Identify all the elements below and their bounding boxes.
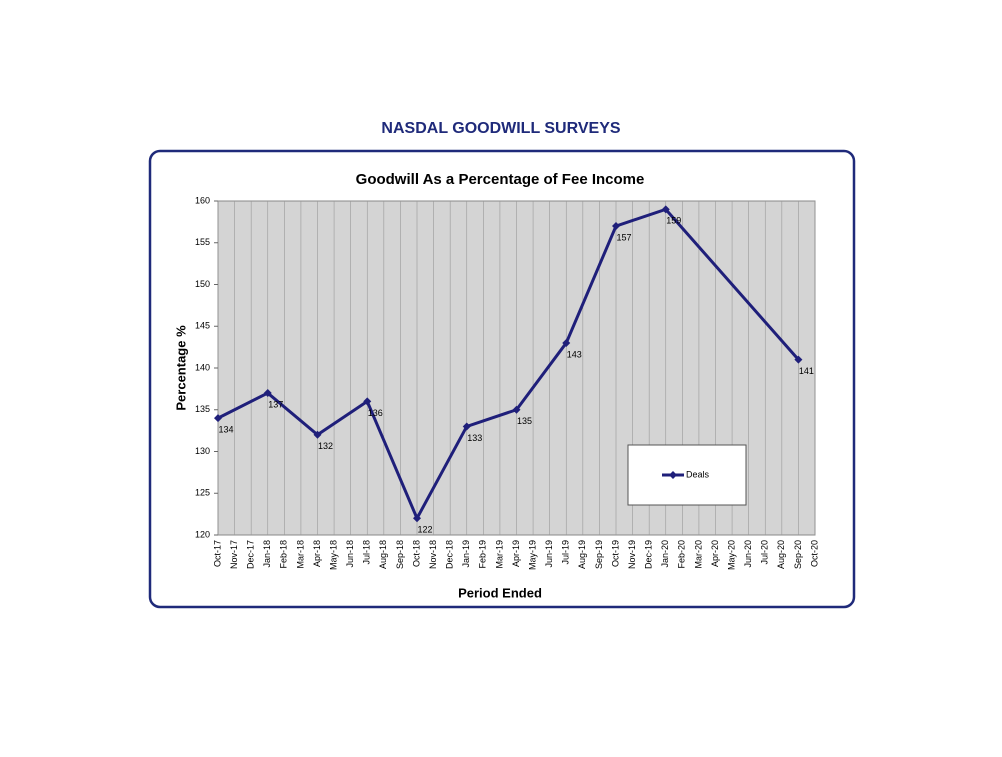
x-tick-label: Oct-19 <box>610 540 620 567</box>
data-label: 133 <box>467 433 482 443</box>
x-tick-label: Nov-19 <box>627 540 637 569</box>
data-point <box>363 397 372 406</box>
data-label: 136 <box>368 408 383 418</box>
y-tick-label: 125 <box>195 488 210 498</box>
plot: Oct-17 Nov-17 Dec-17 Jan-18 Feb-18 Mar-18 Apr-… <box>195 195 819 570</box>
x-tick-label: Sep-18 <box>395 540 405 569</box>
y-tick-label: 140 <box>195 362 210 372</box>
x-tick-label: Nov-18 <box>428 540 438 569</box>
data-label: 132 <box>318 441 333 451</box>
x-tick-label: May-20 <box>726 540 736 570</box>
x-tick-label: Mar-19 <box>494 540 504 569</box>
x-tick-label: Jun-18 <box>345 540 355 568</box>
data-point <box>462 422 471 431</box>
x-tick-label: Oct-20 <box>809 540 819 567</box>
x-tick-label: Apr-20 <box>710 540 720 567</box>
x-tick-label: Aug-20 <box>776 540 786 569</box>
data-label: 122 <box>417 525 432 535</box>
y-tick-label: 155 <box>195 237 210 247</box>
data-point <box>313 430 322 439</box>
chart-title: Goodwill As a Percentage of Fee Income <box>356 171 645 188</box>
x-tick-label: Sep-19 <box>594 540 604 569</box>
x-tick-label: Dec-18 <box>445 540 455 569</box>
data-point <box>794 355 803 364</box>
x-tick-label: Jun-20 <box>743 540 753 568</box>
x-tick-label: Jul-18 <box>362 540 372 565</box>
y-axis-label: Percentage % <box>173 325 188 411</box>
legend-box <box>627 444 747 506</box>
x-tick-label: Oct-18 <box>411 540 421 567</box>
x-tick-label: Jul-20 <box>760 540 770 565</box>
x-tick-label: May-18 <box>328 540 338 570</box>
legend-label: Deals <box>686 469 710 479</box>
data-point <box>661 205 670 214</box>
x-tick-label: Feb-18 <box>279 540 289 569</box>
x-tick-label: Apr-19 <box>511 540 521 567</box>
x-tick-label: Jan-19 <box>461 540 471 568</box>
data-label: 143 <box>567 349 582 359</box>
y-tick-label: 130 <box>195 446 210 456</box>
x-tick-label: Jan-20 <box>660 540 670 568</box>
x-axis-label: Period Ended <box>458 585 542 600</box>
data-point <box>263 389 272 398</box>
x-tick-label: Mar-18 <box>295 540 305 569</box>
page-title: NASDAL GOODWILL SURVEYS <box>381 120 620 137</box>
x-tick-label: Jul-19 <box>561 540 571 565</box>
x-tick-label: Sep-20 <box>793 540 803 569</box>
data-point <box>562 338 571 347</box>
legend-marker <box>669 471 677 479</box>
data-point <box>512 405 521 414</box>
y-tick-label: 135 <box>195 404 210 414</box>
x-tick-label: Nov-17 <box>229 540 239 569</box>
x-tick-label: Mar-20 <box>693 540 703 569</box>
data-label: 137 <box>268 399 283 409</box>
y-tick-label: 145 <box>195 321 210 331</box>
y-tick-label: 160 <box>195 195 210 205</box>
x-tick-label: Jan-18 <box>262 540 272 568</box>
x-tick-label: Apr-18 <box>312 540 322 567</box>
x-tick-label: Dec-17 <box>246 540 256 569</box>
y-tick-label: 150 <box>195 279 210 289</box>
x-tick-label: May-19 <box>527 540 537 570</box>
x-tick-label: Aug-18 <box>378 540 388 569</box>
x-tick-label: Feb-19 <box>478 540 488 569</box>
x-tick-label: Oct-17 <box>212 540 222 567</box>
data-label: 141 <box>799 366 814 376</box>
x-tick-label: Jun-19 <box>544 540 554 568</box>
data-label: 157 <box>616 232 631 242</box>
x-tick-label: Feb-20 <box>677 540 687 569</box>
data-point <box>214 414 222 423</box>
y-tick-label: 120 <box>195 529 210 539</box>
x-tick-label: Aug-19 <box>577 540 587 569</box>
data-point <box>612 222 620 231</box>
data-label: 134 <box>218 424 233 434</box>
x-tick-label: Dec-19 <box>644 540 654 569</box>
data-point <box>413 514 421 523</box>
data-label: 135 <box>517 416 532 426</box>
data-label: 159 <box>666 216 681 226</box>
